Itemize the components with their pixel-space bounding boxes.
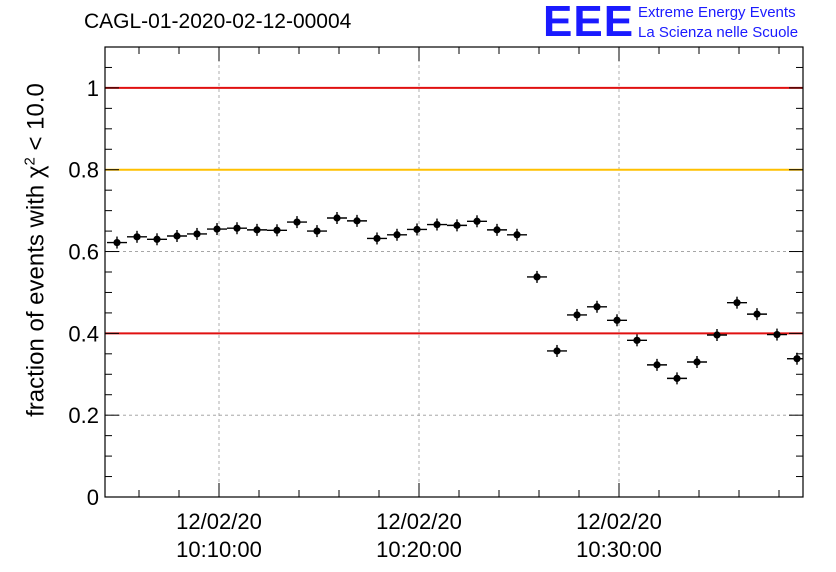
data-point	[287, 216, 307, 229]
y-tick-label: 0.8	[68, 158, 99, 183]
x-tick-label-date: 12/02/20	[576, 509, 662, 534]
point-marker	[473, 217, 481, 225]
point-marker	[713, 331, 721, 339]
point-marker	[133, 233, 141, 241]
data-point	[127, 230, 147, 243]
x-axis-ticks: 12/02/20 10:10:00 12/02/20 10:20:00 12/02/20…	[138, 47, 780, 562]
data-point	[727, 296, 747, 309]
point-marker	[153, 235, 161, 243]
x-tick-label-date: 12/02/20	[376, 509, 462, 534]
point-marker	[333, 214, 341, 222]
point-marker	[633, 336, 641, 344]
point-marker	[313, 227, 321, 235]
data-point	[627, 334, 647, 347]
data-point	[367, 232, 387, 245]
data-point	[227, 222, 247, 235]
plot-frame	[104, 46, 804, 498]
point-marker	[393, 231, 401, 239]
data-point	[267, 224, 287, 237]
y-tick-label: 0.6	[68, 240, 99, 265]
logo-line-1: Extreme Energy Events	[638, 4, 796, 21]
data-point	[687, 356, 707, 368]
point-marker	[453, 221, 461, 229]
data-point	[307, 225, 327, 238]
y-axis-label: fraction of events with χ2 < 10.0	[22, 83, 51, 417]
data-point	[327, 212, 347, 224]
y-tick-label: 1	[87, 76, 99, 101]
logo-line-2: La Scienza nelle Scuole	[638, 24, 799, 41]
logo-mark: EEE	[543, 0, 635, 46]
data-point	[487, 223, 507, 236]
data-point	[567, 308, 587, 321]
data-point	[247, 223, 267, 236]
y-axis-label-prefix: fraction of events with	[22, 178, 50, 417]
point-marker	[613, 316, 621, 324]
data-point	[767, 328, 787, 341]
point-marker	[373, 234, 381, 243]
data-point	[607, 314, 627, 327]
point-marker	[273, 226, 281, 234]
point-marker	[433, 220, 441, 229]
data-point	[107, 236, 127, 249]
data-point	[787, 352, 803, 365]
point-marker	[533, 273, 541, 281]
x-tick-label-date: 12/02/20	[176, 509, 262, 534]
point-marker	[213, 225, 221, 233]
data-point	[387, 228, 407, 241]
data-point	[147, 233, 167, 246]
y-tick-label: 0	[87, 485, 99, 510]
point-marker	[113, 238, 121, 247]
data-point	[587, 300, 607, 313]
point-marker	[573, 311, 581, 319]
data-point	[507, 228, 527, 241]
y-axis-label-chi: χ	[22, 165, 50, 179]
point-marker	[193, 230, 201, 238]
x-tick-label-time: 10:30:00	[576, 537, 662, 562]
point-marker	[253, 226, 261, 234]
data-point	[667, 372, 687, 385]
data-point	[347, 214, 367, 227]
point-marker	[753, 310, 761, 318]
point-marker	[733, 299, 741, 307]
eee-logo: EEE Extreme Energy Events La Scienza nel…	[543, 0, 833, 46]
point-marker	[173, 232, 181, 240]
point-marker	[773, 330, 781, 339]
y-tick-label: 0.2	[68, 403, 99, 428]
threshold-lines	[105, 86, 803, 335]
y-axis-label-suffix: < 10.0	[22, 83, 50, 158]
data-point	[647, 358, 667, 371]
y-tick-label: 0.4	[68, 321, 99, 346]
data-point	[747, 308, 767, 321]
point-marker	[493, 226, 501, 234]
point-marker	[693, 358, 701, 366]
point-marker	[673, 374, 681, 382]
data-point	[427, 218, 447, 231]
x-tick-label-time: 10:10:00	[176, 537, 262, 562]
point-marker	[553, 347, 561, 355]
point-marker	[233, 224, 241, 232]
data-point	[187, 227, 207, 240]
data-point	[467, 215, 487, 228]
y-axis-ticks: 0 0.2 0.4 0.6 0.8 1	[68, 66, 803, 510]
data-point	[447, 219, 467, 232]
data-point	[547, 344, 567, 357]
point-marker	[793, 355, 801, 363]
grid	[105, 47, 803, 497]
data-points	[107, 212, 803, 385]
point-marker	[513, 231, 521, 239]
y-axis-label-sup: 2	[21, 157, 39, 166]
point-marker	[293, 218, 301, 226]
point-marker	[353, 217, 361, 225]
data-point	[167, 230, 187, 242]
data-point	[527, 270, 547, 283]
data-point	[207, 223, 227, 236]
data-point	[407, 223, 427, 236]
chart-title: CAGL-01-2020-02-12-00004	[84, 10, 352, 33]
data-point	[707, 329, 727, 341]
point-marker	[413, 225, 421, 234]
point-marker	[653, 361, 661, 369]
x-tick-label-time: 10:20:00	[376, 537, 462, 562]
point-marker	[593, 303, 601, 311]
